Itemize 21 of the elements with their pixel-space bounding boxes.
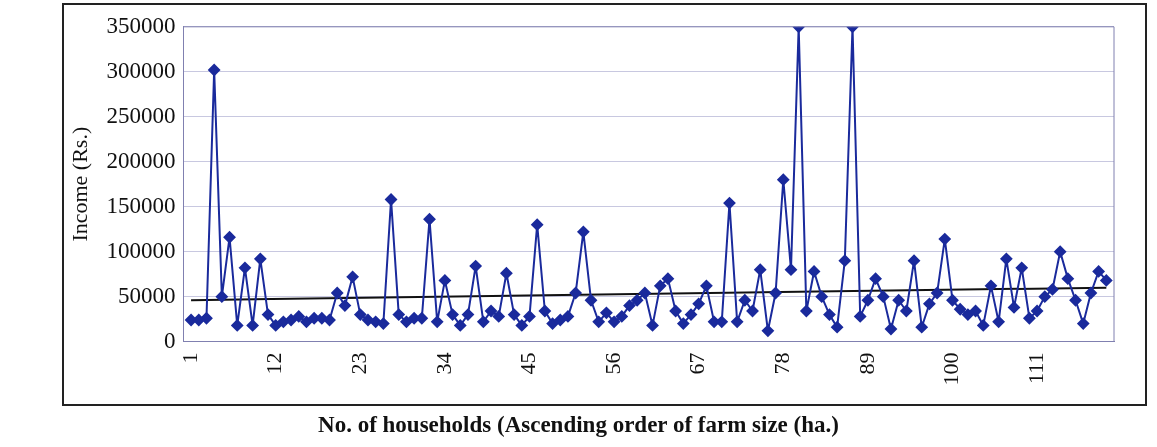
- y-tick-label: 50000: [117, 282, 176, 308]
- x-axis-title: No. of households (Ascending order of farm size (ha.): [317, 412, 840, 438]
- x-tick-label: 12: [261, 352, 287, 375]
- y-tick-label: 100000: [106, 237, 176, 263]
- y-tick-label: 200000: [106, 147, 176, 173]
- y-tick-label: 250000: [106, 102, 176, 128]
- x-tick-label: 1: [176, 352, 202, 364]
- y-tick-label: 300000: [106, 57, 176, 83]
- x-tick-label: 78: [769, 352, 795, 375]
- x-tick-label: 111: [1022, 352, 1048, 384]
- x-tick-label: 56: [599, 352, 625, 375]
- x-tick-label: 100: [938, 352, 964, 386]
- x-tick-label: 67: [684, 352, 710, 375]
- x-tick-label: 89: [853, 352, 879, 375]
- y-tick-label: 350000: [106, 12, 176, 38]
- x-tick-label: 34: [430, 352, 456, 375]
- x-tick-label: 45: [515, 352, 541, 375]
- y-tick-label: 150000: [106, 192, 176, 218]
- y-tick-label: 0: [163, 327, 176, 353]
- y-axis-title: Income (Rs.): [66, 126, 92, 242]
- x-tick-label: 23: [346, 352, 372, 375]
